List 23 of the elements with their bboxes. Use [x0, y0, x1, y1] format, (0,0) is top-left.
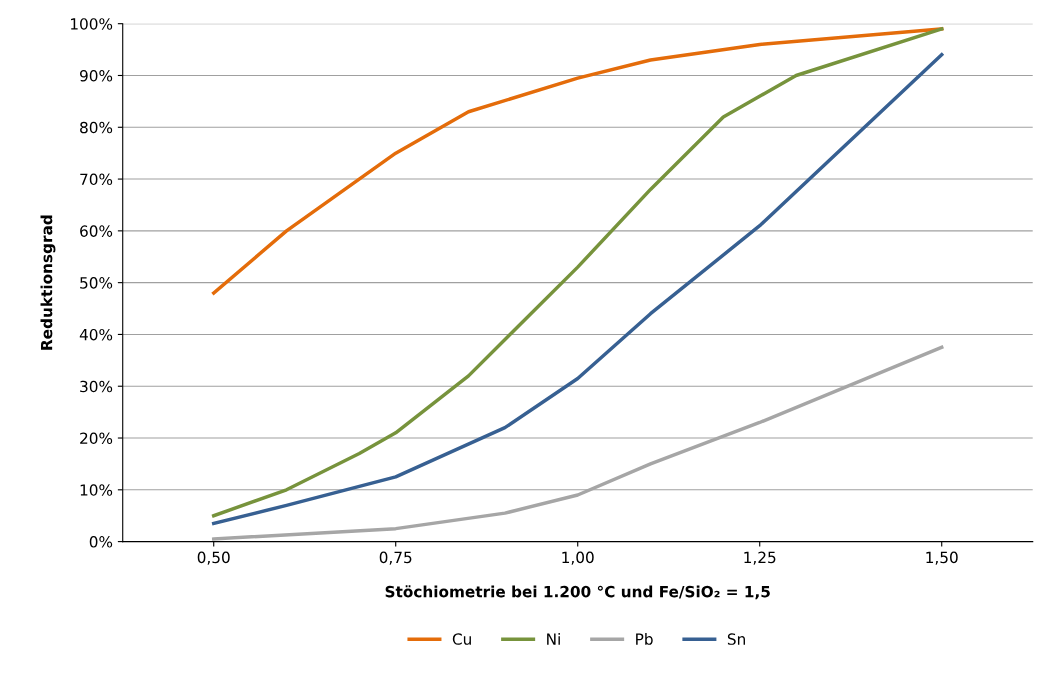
x-tick-label: 0,75	[379, 551, 412, 565]
y-axis-title: Reduktionsgrad	[40, 215, 56, 350]
x-axis-title: Stöchiometrie bei 1.200 °C und Fe/SiO₂ = 1,5	[385, 585, 770, 600]
y-tick-label: 30%	[80, 380, 113, 393]
y-tick-label: 80%	[80, 121, 113, 134]
x-tick-label: 1,25	[744, 551, 776, 565]
y-tick-label: 20%	[80, 432, 113, 445]
y-tick-label: 0%	[89, 536, 113, 548]
y-tick-label: 90%	[80, 69, 113, 82]
y-tick-label: 50%	[80, 277, 113, 289]
x-tick-label: 0,50	[197, 551, 230, 565]
y-tick-label: 60%	[80, 225, 113, 237]
legend-label: Pb	[636, 633, 653, 645]
y-tick-label: 10%	[80, 484, 113, 496]
y-tick-label: 40%	[79, 328, 113, 341]
line-series	[211, 27, 944, 295]
legend-label: Sn	[727, 633, 745, 645]
y-tick-label: 100%	[71, 18, 113, 30]
x-tick-label: 1,50	[926, 551, 958, 565]
x-tick-label: 1,00	[562, 551, 594, 565]
legend-label: Cu	[452, 633, 471, 645]
y-tick-label: 70%	[80, 173, 113, 186]
legend-label: Ni	[547, 633, 560, 645]
